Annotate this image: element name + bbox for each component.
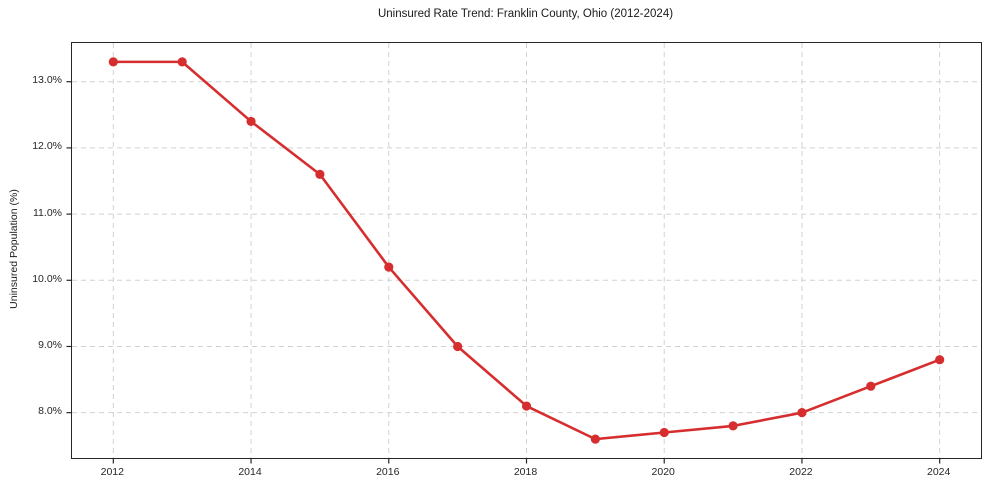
data-point-marker [177, 57, 187, 67]
data-point-marker [935, 355, 945, 365]
plot-area [66, 42, 982, 464]
y-tick-label: 12.0% [32, 140, 62, 153]
x-tick-label: 2016 [376, 466, 400, 478]
y-tick-label: 8.0% [38, 405, 62, 418]
data-point-marker [453, 341, 463, 352]
data-point-marker [384, 262, 394, 272]
x-tick-label: 2020 [651, 466, 675, 478]
x-tick-label: 2014 [238, 466, 262, 478]
data-point-marker [246, 116, 256, 127]
x-tick-label: 2024 [926, 466, 951, 478]
line-chart-svg [66, 43, 981, 464]
x-tick-label: 2018 [513, 466, 538, 478]
y-tick-label: 9.0% [38, 338, 62, 351]
x-tick-label: 2012 [100, 466, 124, 478]
data-point-marker [797, 408, 807, 418]
data-point-marker [315, 169, 325, 179]
data-point-marker [590, 434, 600, 444]
data-point-marker [659, 427, 669, 438]
data-point-marker [728, 421, 738, 431]
data-point-marker [108, 57, 118, 67]
y-tick-label: 11.0% [33, 206, 62, 219]
chart-title: Uninsured Rate Trend: Franklin County, O… [377, 8, 674, 20]
y-tick-label: 10.0% [32, 272, 62, 285]
y-tick-label: 13.0% [32, 74, 62, 87]
x-tick-label: 2022 [789, 466, 813, 478]
data-point-marker [521, 401, 532, 411]
data-point-marker [866, 381, 876, 391]
